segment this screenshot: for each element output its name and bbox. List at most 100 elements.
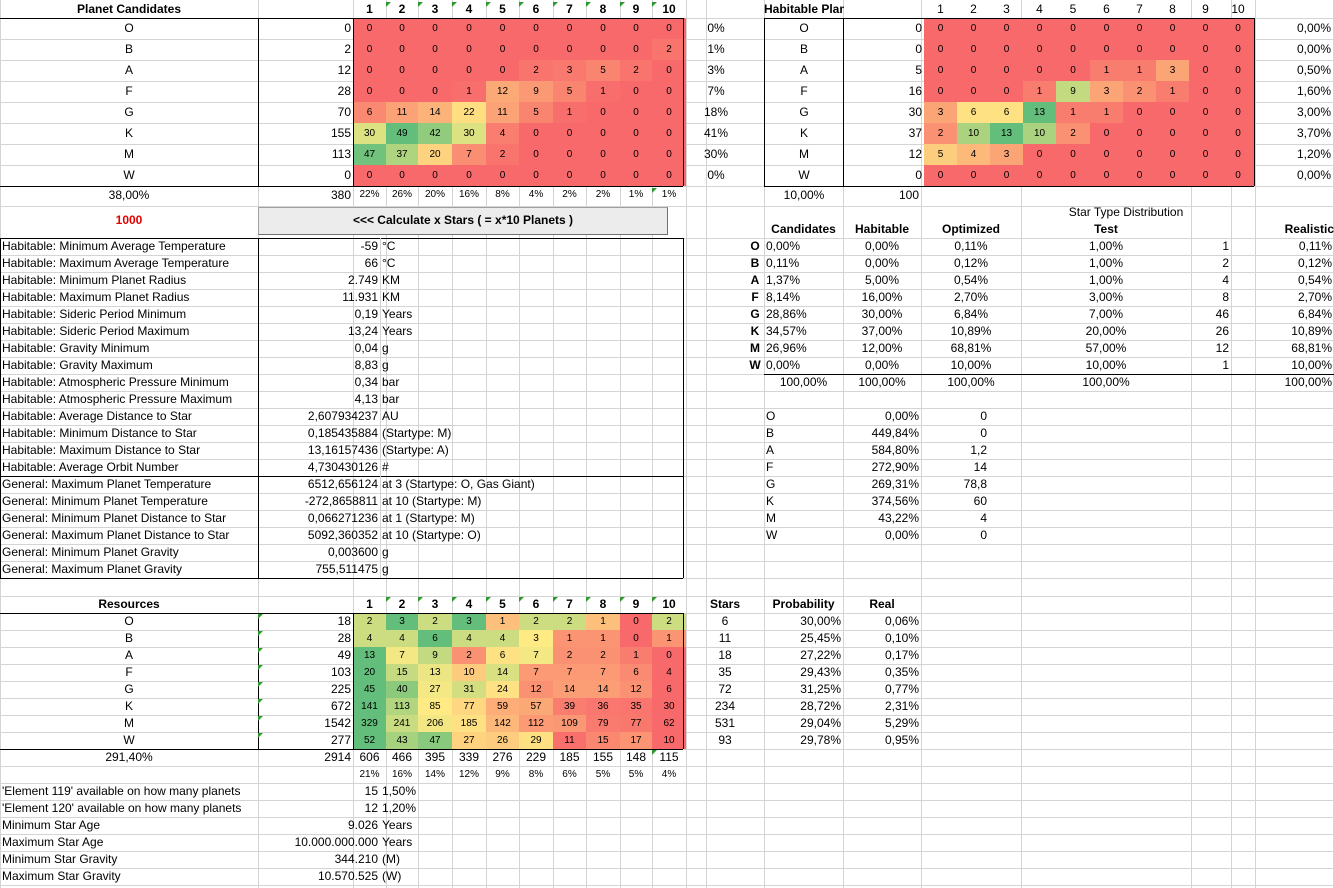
resources-cell-K-5[interactable]: 59 [486, 698, 519, 715]
resources-cell-O-9[interactable]: 0 [620, 613, 652, 630]
star-dist-cell-F-3[interactable]: 3,00% [1088, 290, 1124, 304]
stars-prob-cell-5-2[interactable]: 2,31% [884, 699, 919, 713]
habitable_planets-cell-W-1[interactable]: 0 [924, 165, 957, 186]
habitable_planets-total-K[interactable]: 37 [908, 126, 922, 140]
stars-prob-cell-2-2[interactable]: 0,17% [884, 648, 919, 662]
pc-col-percent-6[interactable]: 4% [528, 189, 544, 200]
habitable_planets-cell-B-4[interactable]: 0 [1023, 39, 1056, 60]
resources-col-percent-7[interactable]: 6% [562, 769, 577, 780]
ratio-type-O[interactable]: O [766, 409, 776, 423]
habitable_planets-cell-A-8[interactable]: 3 [1156, 60, 1189, 81]
resources-cell-W-6[interactable]: 29 [519, 732, 553, 749]
planet_candidates-total-G[interactable]: 70 [337, 105, 351, 119]
resources-cell-K-3[interactable]: 85 [418, 698, 452, 715]
habitable_planets-cell-M-2[interactable]: 4 [957, 144, 990, 165]
star-dist-header-3[interactable]: Test [1094, 222, 1118, 236]
stars-prob-cell-4-0[interactable]: 72 [718, 682, 732, 696]
habitable_planets-total-A[interactable]: 5 [915, 63, 922, 77]
resources-col-percent-9[interactable]: 5% [628, 769, 644, 780]
star-dist-cell-A-2[interactable]: 0,54% [953, 273, 989, 287]
planet_candidates-cell-K-2[interactable]: 49 [386, 123, 418, 144]
stat-value[interactable]: 11.931 [342, 290, 378, 304]
planet_candidates-cell-O-9[interactable]: 0 [620, 18, 652, 39]
planet_candidates-col-header-6[interactable]: 6 [532, 2, 540, 16]
habitable_planets-cell-B-1[interactable]: 0 [924, 39, 957, 60]
planet_candidates-cell-W-1[interactable]: 0 [353, 165, 386, 186]
pc-col-percent-5[interactable]: 8% [495, 189, 510, 200]
habitable_planets-cell-B-2[interactable]: 0 [957, 39, 990, 60]
planet_candidates-cell-K-10[interactable]: 0 [652, 123, 686, 144]
pc-percent-M[interactable]: 30% [703, 147, 729, 161]
star-dist-cell-B-1[interactable]: 0,00% [864, 256, 900, 270]
stat-label[interactable]: Habitable: Maximum Planet Radius [2, 290, 190, 304]
planet_candidates-cell-M-1[interactable]: 47 [353, 144, 386, 165]
resources-cell-A-4[interactable]: 2 [452, 647, 486, 664]
resources-cell-M-8[interactable]: 79 [586, 715, 620, 732]
pc-col-percent-4[interactable]: 16% [458, 189, 479, 200]
resources-cell-O-8[interactable]: 1 [586, 613, 620, 630]
star-dist-header-4[interactable] [1191, 221, 1231, 238]
planet_candidates-total-A[interactable]: 12 [337, 63, 351, 77]
stars-prob-cell-7-1[interactable]: 29,78% [800, 733, 841, 747]
resources-cell-K-1[interactable]: 141 [353, 698, 386, 715]
star-dist-type-W[interactable]: W [749, 358, 761, 372]
extra-stat-value[interactable]: 344.210 [334, 852, 378, 866]
habitable_planets-cell-O-2[interactable]: 0 [957, 18, 990, 39]
planet_candidates-col-header-8[interactable]: 8 [599, 2, 607, 16]
resources-cell-O-2[interactable]: 3 [386, 613, 418, 630]
resources-col-header-7[interactable]: 7 [566, 597, 573, 611]
habitable_planets-cell-A-1[interactable]: 0 [924, 60, 957, 81]
star-dist-cell-W-0[interactable]: 0,00% [766, 358, 801, 372]
extra-stat-unit[interactable]: 1,20% [382, 801, 417, 815]
resources-cell-O-6[interactable]: 2 [519, 613, 553, 630]
stat-label[interactable]: General: Minimum Planet Distance to Star [2, 511, 227, 525]
habitable_planets-cell-M-7[interactable]: 0 [1123, 144, 1156, 165]
resources-cell-A-3[interactable]: 9 [418, 647, 452, 664]
stat-label[interactable]: Habitable: Minimum Distance to Star [2, 426, 197, 440]
star-dist-cell-W-4[interactable]: 1 [1222, 358, 1229, 372]
habitable_planets-cell-M-1[interactable]: 5 [924, 144, 957, 165]
stat-unit[interactable]: KM [382, 273, 400, 287]
planet_candidates-cell-K-6[interactable]: 0 [519, 123, 553, 144]
habitable_planets-cell-F-6[interactable]: 3 [1090, 81, 1123, 102]
planet_candidates-cell-F-6[interactable]: 9 [519, 81, 553, 102]
stars-prob-cell-2-0[interactable]: 18 [718, 648, 732, 662]
planet_candidates-cell-G-1[interactable]: 6 [353, 102, 386, 123]
stat-label[interactable]: Habitable: Average Orbit Number [2, 460, 179, 474]
resources-total-W[interactable]: 277 [330, 733, 351, 747]
resources-cell-G-2[interactable]: 40 [386, 681, 418, 698]
resources-cell-G-3[interactable]: 27 [418, 681, 452, 698]
planet_candidates-total-O[interactable]: 0 [344, 21, 351, 35]
star-dist-total-5[interactable]: 100,00% [1284, 375, 1332, 389]
extra-stat-unit[interactable]: (M) [382, 852, 400, 866]
resources-cell-O-1[interactable]: 2 [353, 613, 386, 630]
stat-value[interactable]: 0,066271236 [307, 511, 378, 525]
habitable_planets-type-K[interactable]: K [799, 126, 808, 140]
stat-unit[interactable]: g [382, 562, 389, 576]
star-dist-cell-A-3[interactable]: 1,00% [1088, 273, 1124, 287]
resources-cell-W-7[interactable]: 11 [553, 732, 586, 749]
stat-unit[interactable]: bar [382, 375, 400, 389]
stars-prob-cell-6-2[interactable]: 5,29% [884, 716, 919, 730]
stat-label[interactable]: Habitable: Gravity Minimum [2, 341, 150, 355]
stat-label[interactable]: Habitable: Maximum Distance to Star [2, 443, 201, 457]
planet_candidates-cell-K-7[interactable]: 0 [553, 123, 586, 144]
stars-prob-cell-0-1[interactable]: 30,00% [800, 614, 841, 628]
resources-type-G[interactable]: G [124, 682, 134, 696]
resources-cell-F-10[interactable]: 4 [652, 664, 686, 681]
habitable_planets-type-B[interactable]: B [799, 42, 808, 56]
planet_candidates-cell-M-5[interactable]: 2 [486, 144, 519, 165]
resources-cell-F-4[interactable]: 10 [452, 664, 486, 681]
planet_candidates-cell-A-5[interactable]: 0 [486, 60, 519, 81]
star-dist-cell-K-4[interactable]: 26 [1215, 324, 1229, 338]
resources-total-O[interactable]: 18 [337, 614, 351, 628]
star-dist-total-3[interactable]: 100,00% [1082, 375, 1130, 389]
resources-col-header-6[interactable]: 6 [532, 597, 540, 611]
stars-prob-cell-3-0[interactable]: 35 [718, 665, 732, 679]
stat-value[interactable]: 2,607934237 [307, 409, 378, 423]
star-dist-cell-G-1[interactable]: 30,00% [861, 307, 903, 321]
resources-col-total-1[interactable]: 606 [359, 750, 380, 764]
ratio-percent-M[interactable]: 43,22% [878, 511, 919, 525]
resources-cell-M-10[interactable]: 62 [652, 715, 686, 732]
stat-unit[interactable]: °C [382, 239, 396, 253]
